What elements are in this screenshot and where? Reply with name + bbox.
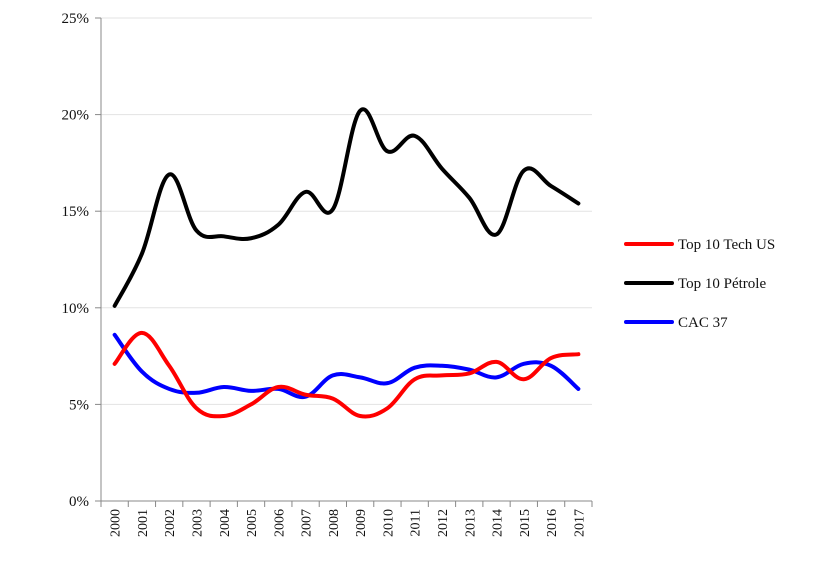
legend-label-2: CAC 37	[678, 315, 728, 331]
x-tick-label: 2009	[354, 509, 369, 537]
series-line-2	[112, 332, 581, 400]
y-tick-label: 10%	[62, 301, 90, 317]
series-points-1	[114, 110, 579, 306]
x-tick-label: 2000	[109, 509, 124, 537]
x-tick-label: 2017	[572, 509, 587, 537]
y-tick-label: 20%	[62, 108, 90, 124]
x-tick-label: 2006	[272, 509, 287, 537]
series-points-0	[114, 332, 579, 417]
gridlines	[101, 17, 592, 405]
x-tick-label: 2002	[163, 509, 178, 537]
x-tick-label: 2005	[245, 509, 260, 537]
x-tick-label: 2011	[409, 509, 424, 536]
legend-label-1: Top 10 Pétrole	[678, 276, 766, 292]
y-tick-label: 25%	[62, 11, 90, 27]
x-tick-label: 2001	[136, 509, 151, 537]
x-tick-label: 2014	[491, 509, 506, 537]
series-lines	[112, 107, 581, 419]
legend: Top 10 Tech US Top 10 Pétrole CAC 37	[624, 237, 775, 331]
x-tick-label: 2016	[545, 509, 560, 537]
x-tick-label: 2012	[436, 509, 451, 537]
x-tick-label: 2004	[218, 509, 233, 537]
series-line-0	[112, 330, 581, 419]
series-line-1	[112, 107, 581, 308]
x-tick-label: 2015	[518, 509, 533, 537]
x-axis-ticks: 2000 2001 2002 2003 2004 2005 2006 2007 2008 2009…	[100, 501, 593, 537]
y-tick-label: 15%	[62, 204, 90, 220]
x-tick-label: 2008	[327, 509, 342, 537]
x-tick-label: 2007	[300, 509, 315, 537]
x-tick-label: 2003	[190, 509, 205, 537]
x-tick-label: 2013	[463, 509, 478, 537]
x-tick-label: 2010	[381, 509, 396, 537]
y-tick-label: 0%	[69, 494, 89, 510]
y-axis-ticks: 0% 5% 10% 15% 20% 25%	[62, 11, 101, 510]
legend-label-0: Top 10 Tech US	[678, 237, 775, 253]
y-tick-label: 5%	[69, 397, 89, 413]
